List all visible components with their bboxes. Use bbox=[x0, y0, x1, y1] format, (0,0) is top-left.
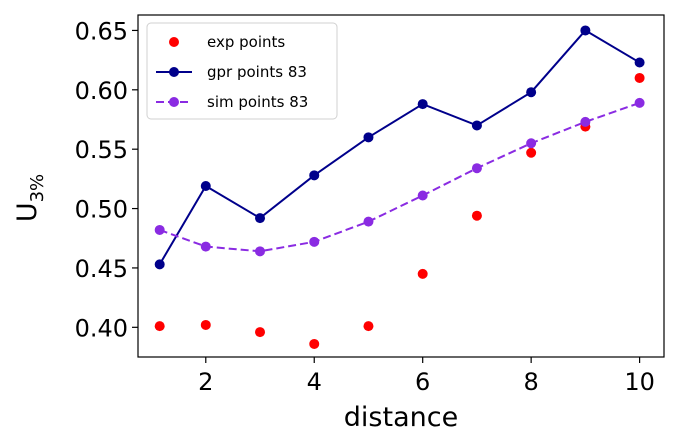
data-point bbox=[255, 327, 266, 338]
data-point bbox=[309, 236, 320, 247]
data-point bbox=[200, 181, 211, 191]
data-point bbox=[255, 246, 266, 257]
legend-box bbox=[146, 22, 338, 120]
data-point bbox=[255, 213, 266, 224]
data-point bbox=[471, 163, 482, 174]
data-point bbox=[363, 321, 374, 332]
x-tick-label: 4 bbox=[307, 368, 322, 396]
legend: exp points gpr points 83 sim points 83 bbox=[146, 22, 338, 120]
data-point bbox=[417, 190, 428, 201]
y-axis-label: U3% bbox=[12, 174, 48, 222]
data-point bbox=[580, 25, 591, 36]
data-point bbox=[309, 170, 320, 181]
series-line bbox=[159, 101, 640, 253]
legend-label: gpr points 83 bbox=[207, 63, 307, 81]
x-tick-label: 8 bbox=[524, 368, 539, 396]
y-tick-label: 0.45 bbox=[75, 255, 128, 283]
y-tick-label: 0.65 bbox=[75, 17, 128, 45]
data-point bbox=[526, 147, 537, 158]
data-point bbox=[417, 268, 428, 279]
data-point bbox=[417, 99, 428, 110]
data-point bbox=[471, 120, 482, 131]
y-axis-label-subscript: 3% bbox=[27, 174, 48, 203]
series-1 bbox=[154, 25, 645, 270]
data-point bbox=[200, 319, 211, 330]
legend-marker bbox=[169, 67, 179, 77]
x-axis-label: distance bbox=[344, 402, 458, 433]
legend-marker bbox=[169, 37, 179, 47]
y-tick-label: 0.60 bbox=[75, 77, 128, 105]
series-2 bbox=[154, 97, 645, 257]
y-tick-label: 0.50 bbox=[75, 196, 128, 224]
data-point bbox=[471, 210, 482, 221]
data-point bbox=[363, 216, 374, 227]
y-tick-label: 0.55 bbox=[75, 136, 128, 164]
data-point bbox=[526, 87, 537, 98]
plot-frame bbox=[137, 14, 665, 358]
legend-label: exp points bbox=[207, 33, 285, 51]
y-axis-label-main: U bbox=[12, 202, 43, 222]
data-point bbox=[154, 321, 165, 332]
series-line bbox=[158, 29, 641, 265]
data-point bbox=[309, 338, 320, 349]
axes-ticks: 2 4 6 8 10 0.40 0.45 0.50 0.55 0.60 0.65 bbox=[75, 17, 655, 396]
data-point bbox=[363, 132, 374, 143]
data-point bbox=[200, 241, 211, 252]
plot-area bbox=[154, 25, 645, 349]
x-tick-label: 10 bbox=[624, 368, 655, 396]
data-point bbox=[634, 97, 645, 108]
data-point bbox=[634, 72, 645, 83]
data-point bbox=[154, 259, 165, 270]
data-point bbox=[580, 116, 591, 127]
data-point bbox=[154, 224, 165, 235]
data-point bbox=[634, 57, 645, 68]
x-tick-label: 2 bbox=[198, 368, 213, 396]
legend-label: sim points 83 bbox=[207, 93, 308, 111]
x-tick-label: 6 bbox=[415, 368, 430, 396]
legend-marker bbox=[169, 97, 179, 107]
y-tick-label: 0.40 bbox=[75, 314, 128, 342]
data-point bbox=[526, 138, 537, 149]
